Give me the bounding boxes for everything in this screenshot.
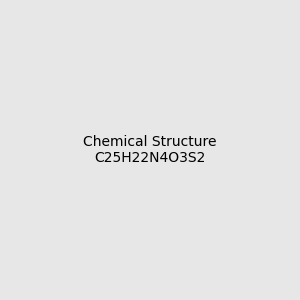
Text: Chemical Structure
C25H22N4O3S2: Chemical Structure C25H22N4O3S2: [83, 135, 217, 165]
